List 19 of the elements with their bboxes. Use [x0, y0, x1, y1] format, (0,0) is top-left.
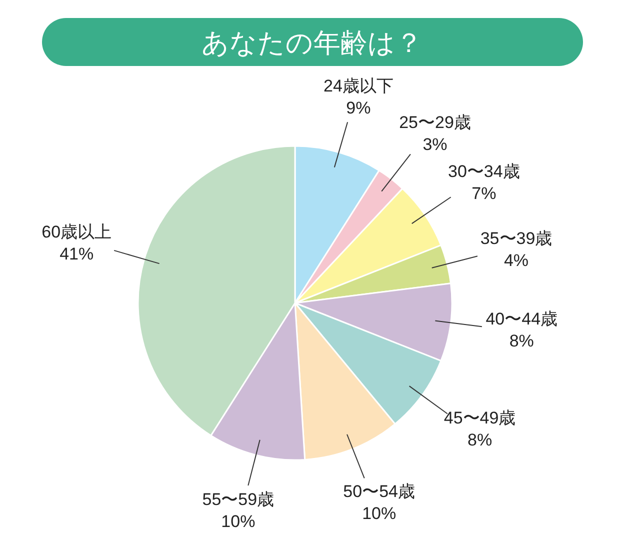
- chart-title: あなたの年齢は？: [202, 28, 422, 58]
- data-label: 41%: [60, 244, 94, 264]
- data-label: 3%: [422, 135, 448, 154]
- data-label: 9%: [346, 98, 371, 118]
- slice-label: 25〜29歳: [399, 113, 471, 132]
- data-label: 8%: [468, 430, 492, 450]
- slice-label: 50〜54歳: [343, 482, 416, 501]
- slice-label: 55〜59歳: [202, 490, 274, 510]
- slice-label: 24歳以下: [323, 76, 394, 96]
- slice-label: 40〜44歳: [486, 309, 558, 328]
- data-label: 10%: [362, 504, 396, 523]
- data-label: 8%: [509, 331, 534, 350]
- data-label: 4%: [504, 251, 529, 270]
- data-label: 7%: [472, 184, 496, 203]
- slice-label: 30〜34歳: [448, 162, 520, 181]
- slice-label: 60歳以上: [42, 222, 112, 242]
- slice-label: 35〜39歳: [480, 229, 552, 248]
- slice-label: 45〜49歳: [444, 408, 516, 428]
- data-label: 10%: [221, 512, 256, 532]
